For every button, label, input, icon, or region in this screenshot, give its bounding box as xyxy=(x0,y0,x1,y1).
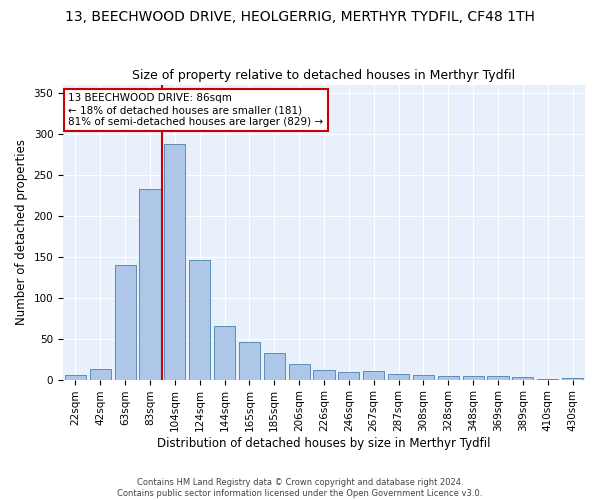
Bar xyxy=(239,342,260,380)
Bar xyxy=(537,379,558,380)
Bar xyxy=(189,260,210,380)
Bar xyxy=(512,377,533,380)
Text: 13 BEECHWOOD DRIVE: 86sqm
← 18% of detached houses are smaller (181)
81% of semi: 13 BEECHWOOD DRIVE: 86sqm ← 18% of detac… xyxy=(68,94,323,126)
Title: Size of property relative to detached houses in Merthyr Tydfil: Size of property relative to detached ho… xyxy=(133,69,515,82)
Text: Contains HM Land Registry data © Crown copyright and database right 2024.
Contai: Contains HM Land Registry data © Crown c… xyxy=(118,478,482,498)
Bar xyxy=(313,370,335,380)
Bar xyxy=(338,372,359,380)
Bar xyxy=(289,364,310,380)
Y-axis label: Number of detached properties: Number of detached properties xyxy=(15,139,28,325)
Bar xyxy=(264,352,285,380)
Bar xyxy=(139,190,161,380)
Bar xyxy=(438,376,459,380)
Bar xyxy=(463,376,484,380)
Text: 13, BEECHWOOD DRIVE, HEOLGERRIG, MERTHYR TYDFIL, CF48 1TH: 13, BEECHWOOD DRIVE, HEOLGERRIG, MERTHYR… xyxy=(65,10,535,24)
X-axis label: Distribution of detached houses by size in Merthyr Tydfil: Distribution of detached houses by size … xyxy=(157,437,491,450)
Bar xyxy=(363,372,384,380)
Bar xyxy=(388,374,409,380)
Bar xyxy=(164,144,185,380)
Bar xyxy=(487,376,509,380)
Bar xyxy=(90,369,111,380)
Bar xyxy=(65,376,86,380)
Bar xyxy=(115,265,136,380)
Bar xyxy=(562,378,583,380)
Bar xyxy=(413,374,434,380)
Bar xyxy=(214,326,235,380)
